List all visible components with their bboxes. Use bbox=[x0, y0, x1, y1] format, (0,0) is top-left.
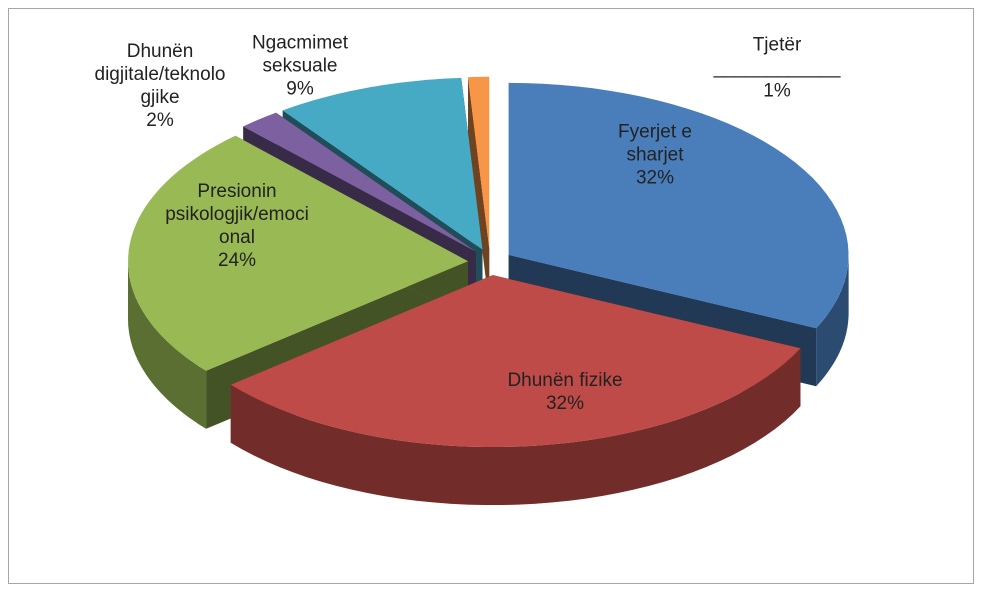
slice bbox=[508, 82, 849, 329]
value-label: 32% bbox=[545, 393, 585, 414]
data-label: Fyerjet e sharjet 32% bbox=[590, 121, 720, 190]
slice bbox=[468, 76, 490, 249]
data-label: Tjetër ____________ 1% bbox=[692, 34, 862, 103]
value-label: 2% bbox=[146, 110, 174, 131]
slice bbox=[282, 77, 483, 250]
data-label: Dhunën fizike 32% bbox=[465, 369, 665, 415]
slice-side-shade bbox=[468, 77, 490, 307]
data-label: Ngacmimet seksuale 9% bbox=[230, 32, 370, 101]
category-label: Dhunën digjitale/teknologjike bbox=[94, 41, 226, 108]
data-label: Dhunën digjitale/teknologjike 2% bbox=[90, 40, 230, 132]
slice-wall bbox=[816, 254, 849, 387]
slice bbox=[128, 135, 468, 371]
value-label: 32% bbox=[635, 167, 675, 189]
category-label: Ngacmimet seksuale bbox=[251, 32, 349, 77]
value-label: 24% bbox=[217, 250, 257, 271]
slice bbox=[230, 275, 801, 447]
category-label: Tjetër ____________ bbox=[713, 34, 841, 79]
category-label: Presionin psikologjik/emocional bbox=[165, 181, 309, 248]
slice-wall-shade bbox=[128, 261, 207, 429]
slice-wall-shade bbox=[816, 254, 849, 387]
category-label: Dhunën fizike bbox=[507, 370, 623, 391]
chart-border bbox=[8, 8, 974, 584]
data-label: Presionin psikologjik/emocional 24% bbox=[162, 180, 312, 272]
slice-wall bbox=[230, 348, 801, 505]
value-label: 1% bbox=[763, 80, 791, 102]
slice-wall-shade bbox=[230, 348, 801, 505]
value-label: 9% bbox=[286, 78, 314, 100]
slice bbox=[243, 112, 476, 252]
slice-wall bbox=[128, 261, 207, 429]
category-label: Fyerjet e sharjet bbox=[618, 121, 692, 166]
